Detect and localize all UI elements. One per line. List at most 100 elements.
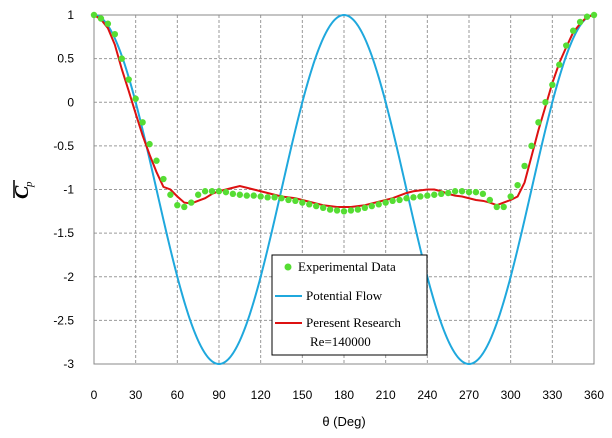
x-tick-label: 60	[171, 388, 185, 402]
experimental-data-point	[229, 190, 237, 198]
experimental-data-point	[410, 194, 417, 201]
experimental-data-point	[181, 203, 188, 211]
experimental-data-point	[576, 18, 584, 26]
experimental-data-point	[125, 76, 132, 83]
y-tick-label: 0	[67, 95, 74, 109]
experimental-data-point	[556, 61, 563, 68]
experimental-data-point	[250, 192, 257, 199]
x-tick-label: 240	[417, 388, 437, 402]
y-axis-title-main: C	[11, 185, 33, 199]
experimental-data-point	[382, 199, 389, 206]
x-tick-label: 330	[542, 388, 562, 402]
y-axis-title: C p	[11, 180, 35, 199]
y-axis-title-sub: p	[23, 181, 35, 188]
y-tick-label: -0.5	[53, 139, 74, 153]
y-tick-label: 0.5	[57, 52, 74, 66]
experimental-data-point	[486, 196, 494, 204]
experimental-data-point	[569, 27, 577, 34]
experimental-data-point	[194, 191, 202, 198]
experimental-data-point	[264, 194, 271, 201]
experimental-data-point	[222, 188, 230, 196]
experimental-data-point	[472, 188, 480, 196]
experimental-data-point	[479, 190, 487, 198]
y-tick-label: -1	[63, 183, 74, 197]
experimental-data-point	[424, 192, 431, 199]
x-tick-label: 120	[251, 388, 271, 402]
experimental-data-point	[340, 208, 348, 215]
experimental-data-point	[118, 55, 125, 62]
experimental-data-point	[271, 194, 278, 201]
experimental-data-point	[403, 195, 410, 202]
x-tick-label: 300	[501, 388, 521, 402]
experimental-data-point	[333, 207, 341, 214]
experimental-data-point	[313, 202, 320, 210]
legend-marker-experimental	[284, 263, 292, 271]
x-tick-label: 150	[292, 388, 312, 402]
experimental-data-point	[465, 188, 473, 196]
y-tick-label: -1.5	[53, 226, 74, 240]
experimental-data-point	[535, 119, 542, 126]
experimental-data-point	[507, 193, 514, 200]
experimental-data-point	[451, 188, 459, 195]
experimental-data-point	[431, 191, 438, 198]
experimental-data-point	[160, 175, 167, 183]
experimental-data-point	[389, 197, 396, 205]
experimental-data-point	[375, 201, 382, 208]
experimental-data-point	[542, 99, 549, 106]
y-tick-label: 1	[67, 8, 74, 22]
x-tick-label: 0	[91, 388, 98, 402]
experimental-data-point	[208, 188, 216, 195]
experimental-data-point	[139, 119, 146, 126]
experimental-data-point	[500, 203, 507, 211]
legend-label-research: Peresent Research	[306, 315, 401, 330]
x-axis-title: θ (Deg)	[322, 414, 365, 429]
experimental-data-point	[549, 81, 556, 89]
experimental-data-point	[306, 201, 313, 208]
experimental-data-point	[104, 20, 112, 27]
experimental-data-point	[278, 195, 285, 202]
experimental-data-point	[174, 202, 181, 209]
experimental-data-point	[201, 188, 209, 195]
x-tick-label: 270	[459, 388, 479, 402]
experimental-data-point	[292, 197, 299, 205]
experimental-data-point	[354, 206, 362, 213]
x-tick-labels: 0 30 60 90 120 150 180 210 240 270 300 330 360	[91, 388, 605, 402]
legend-label-experimental: Experimental Data	[298, 259, 396, 274]
experimental-data-point	[236, 191, 244, 198]
x-tick-label: 90	[212, 388, 226, 402]
experimental-data-point	[153, 157, 160, 164]
series-line-potential-flow	[93, 13, 595, 366]
experimental-data-point	[514, 181, 521, 189]
experimental-data-point	[326, 206, 334, 213]
legend: Experimental Data Potential Flow Peresen…	[271, 254, 428, 356]
experimental-data-point	[132, 95, 139, 102]
y-tick-label: -3	[63, 357, 74, 371]
experimental-data-point	[146, 140, 153, 148]
experimental-data-point	[347, 207, 355, 214]
experimental-data-point	[361, 204, 369, 212]
y-tick-labels: 1 0.5 0 -0.5 -1 -1.5 -2 -2.5 -3	[53, 8, 74, 371]
experimental-data-point	[583, 13, 591, 20]
experimental-data-point	[563, 42, 570, 49]
x-tick-label: 30	[129, 388, 143, 402]
experimental-data-point	[590, 11, 598, 19]
legend-label-potential: Potential Flow	[306, 288, 383, 303]
experimental-data-point	[285, 196, 292, 204]
y-tick-label: -2.5	[53, 313, 74, 327]
experimental-data-point	[97, 15, 105, 22]
experimental-data-point	[188, 199, 195, 206]
experimental-data-point	[444, 189, 452, 197]
experimental-data-point	[521, 162, 528, 170]
experimental-data-point	[319, 204, 327, 212]
x-tick-label: 360	[584, 388, 604, 402]
series-layer	[90, 11, 598, 366]
legend-box	[271, 254, 428, 356]
legend-label-reynolds: Re=140000	[310, 334, 371, 349]
experimental-data-point	[458, 188, 466, 195]
experimental-data-point	[215, 188, 223, 195]
experimental-data-point	[111, 30, 119, 38]
experimental-data-point	[438, 190, 445, 198]
experimental-data-point	[417, 193, 424, 200]
experimental-data-point	[299, 199, 306, 206]
